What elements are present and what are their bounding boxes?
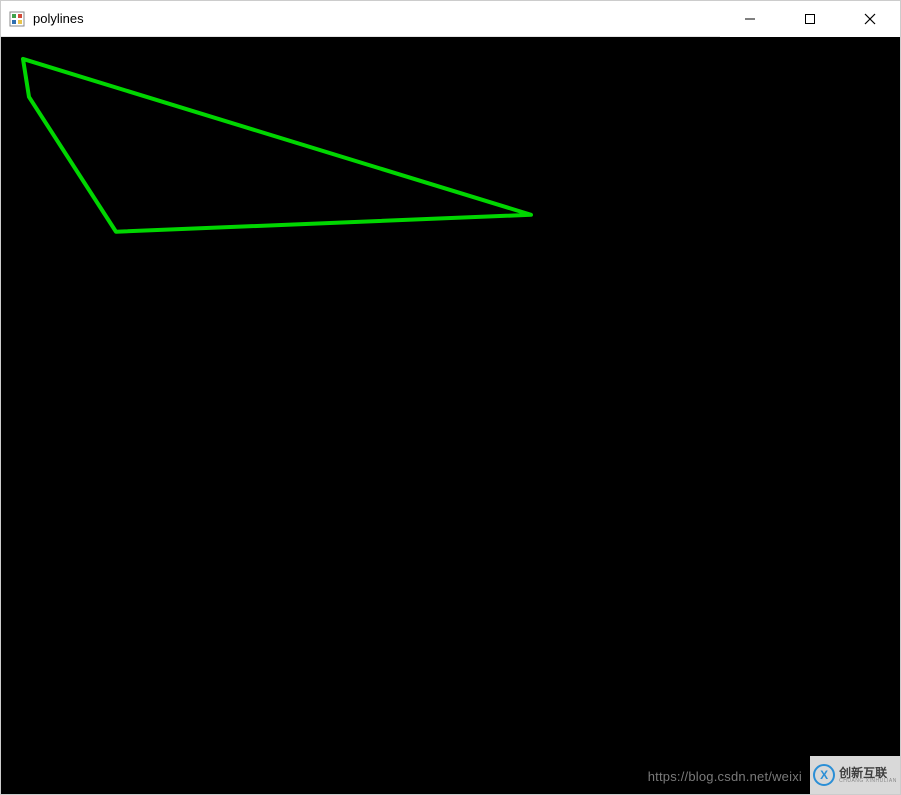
client-area: https://blog.csdn.net/weixi X 创新互联 CHUAN… xyxy=(1,37,900,794)
polyline-canvas xyxy=(1,37,900,794)
window-title: polylines xyxy=(33,11,84,26)
minimize-button[interactable] xyxy=(720,1,780,37)
watermark-url: https://blog.csdn.net/weixi xyxy=(648,769,802,784)
titlebar[interactable]: polylines xyxy=(1,1,900,37)
maximize-button[interactable] xyxy=(780,1,840,37)
window: polylines https://blog.csdn.net/weixi X xyxy=(0,0,901,795)
logo-glyph-icon: X xyxy=(813,764,835,786)
watermark-logo: X 创新互联 CHUANG XINHULIAN xyxy=(810,756,900,794)
close-button[interactable] xyxy=(840,1,900,37)
logo-sub: CHUANG XINHULIAN xyxy=(839,779,897,784)
app-icon xyxy=(9,11,25,27)
logo-text: 创新互联 CHUANG XINHULIAN xyxy=(839,767,897,784)
window-controls xyxy=(720,1,900,37)
canvas-bg xyxy=(1,37,900,794)
